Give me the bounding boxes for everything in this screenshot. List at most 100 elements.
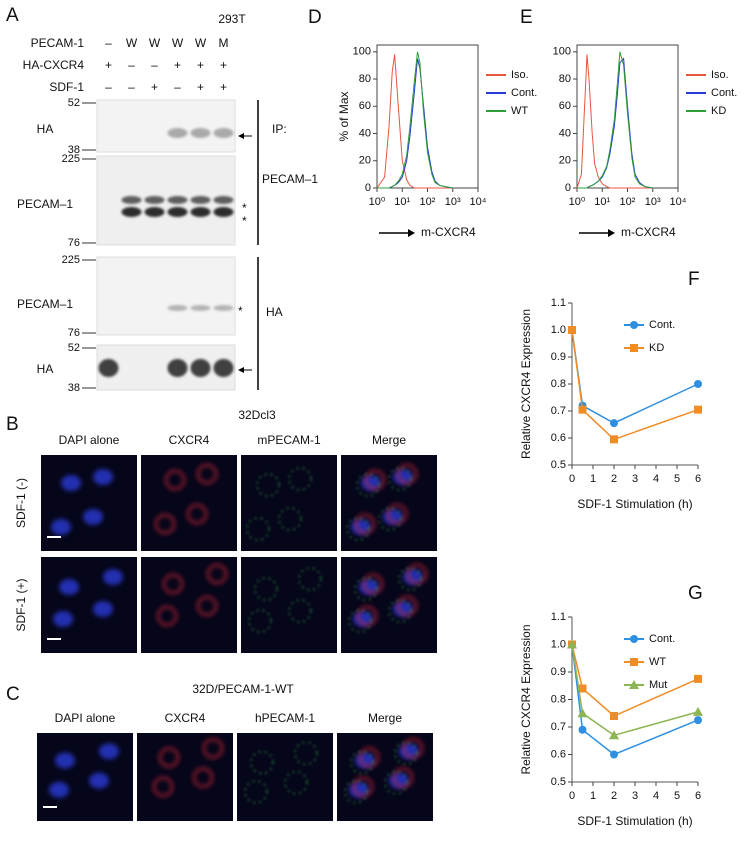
micrograph-bg bbox=[241, 455, 337, 551]
micrograph bbox=[337, 733, 433, 821]
legend-marker bbox=[629, 680, 639, 689]
point bbox=[578, 405, 587, 414]
point bbox=[577, 708, 588, 718]
lane-label: W bbox=[172, 36, 184, 50]
nucleus bbox=[61, 475, 81, 491]
y-tick-label: 0.9 bbox=[551, 666, 566, 678]
series-line bbox=[571, 644, 699, 756]
cxcr4-signal bbox=[392, 767, 414, 789]
panel-label: E bbox=[520, 7, 533, 28]
y-tick-label: 1.1 bbox=[551, 611, 566, 623]
lane-label: + bbox=[197, 58, 204, 72]
pecam-signal bbox=[256, 473, 280, 497]
point bbox=[694, 380, 702, 388]
column-header: CXCR4 bbox=[169, 433, 210, 447]
blot-band bbox=[144, 196, 165, 204]
point bbox=[568, 326, 576, 334]
mw-marker: 225 bbox=[62, 153, 80, 165]
cxcr4-signal bbox=[206, 563, 228, 585]
nucleus bbox=[53, 611, 73, 627]
series-line bbox=[571, 644, 699, 737]
x-tick-label: 4 bbox=[653, 790, 659, 802]
lane-label: + bbox=[220, 58, 227, 72]
column-header: Merge bbox=[372, 433, 406, 447]
y-tick-label: 1.0 bbox=[551, 638, 566, 650]
nucleus bbox=[89, 772, 109, 789]
series-line bbox=[576, 54, 653, 189]
micrograph-bg bbox=[241, 557, 337, 653]
x-tick-label: 1 bbox=[590, 473, 596, 485]
mw-marker: 52 bbox=[68, 342, 80, 354]
pecam-signal bbox=[246, 517, 270, 541]
legend-label: Cont. bbox=[649, 633, 675, 645]
legend-label: WT bbox=[511, 105, 528, 117]
cell-line: 293T bbox=[218, 12, 246, 26]
y-tick-label: 40 bbox=[559, 127, 571, 139]
legend-label: Cont. bbox=[511, 87, 537, 99]
y-tick-label: 100 bbox=[553, 46, 571, 58]
pecam-signal bbox=[378, 507, 402, 531]
x-tick-label: 0 bbox=[569, 790, 575, 802]
blot-image bbox=[96, 155, 236, 246]
legend-marker bbox=[630, 344, 638, 352]
x-axis-label: m-CXCR4 bbox=[621, 225, 676, 239]
x-tick-label: 5 bbox=[674, 473, 680, 485]
cxcr4-signal bbox=[202, 737, 224, 759]
blot-image bbox=[96, 256, 236, 336]
legend-label: WT bbox=[649, 656, 666, 668]
nucleus bbox=[93, 601, 113, 617]
mw-marker: 38 bbox=[68, 382, 80, 394]
cxcr4-signal bbox=[196, 463, 218, 485]
micrograph bbox=[241, 455, 337, 551]
point bbox=[693, 706, 703, 716]
blot-label: PECAM–1 bbox=[17, 297, 73, 311]
y-tick-label: 0.9 bbox=[551, 351, 566, 363]
legend-label: KD bbox=[649, 342, 664, 354]
cxcr4-signal bbox=[164, 469, 186, 491]
y-tick-label: 80 bbox=[359, 73, 371, 85]
panel-title: 32D/PECAM-1-WT bbox=[192, 682, 294, 696]
pecam-signal bbox=[354, 577, 378, 601]
cxcr4-signal bbox=[402, 737, 424, 759]
condition-name: HA-CXCR4 bbox=[23, 58, 85, 72]
legend-label: Mut bbox=[649, 679, 667, 691]
lane-label: W bbox=[126, 36, 138, 50]
condition-name: SDF-1 bbox=[49, 80, 84, 94]
blot-band bbox=[213, 305, 234, 311]
point bbox=[578, 684, 587, 693]
ip-label: IP: bbox=[272, 122, 287, 136]
nucleus bbox=[49, 781, 69, 798]
row-label: SDF-1 (+) bbox=[14, 578, 28, 631]
nucleus bbox=[99, 743, 119, 760]
series-line bbox=[376, 54, 453, 189]
point bbox=[567, 639, 577, 649]
micrograph bbox=[141, 557, 237, 653]
mw-marker: 76 bbox=[68, 237, 80, 249]
legend-marker bbox=[630, 658, 638, 666]
y-axis-label: % of Max bbox=[337, 91, 351, 141]
series-line bbox=[571, 644, 699, 717]
y-tick-label: 20 bbox=[359, 155, 371, 167]
x-tick-label: 10² bbox=[620, 196, 636, 208]
arrow-head bbox=[238, 133, 244, 139]
lane-label: W bbox=[149, 36, 161, 50]
cxcr4-signal bbox=[158, 747, 180, 768]
cxcr4-signal bbox=[396, 463, 418, 485]
micrograph bbox=[137, 733, 233, 821]
series-line bbox=[377, 51, 453, 189]
micrograph-bg bbox=[341, 557, 437, 653]
blot-label: HA bbox=[37, 362, 54, 376]
lane-label: + bbox=[105, 58, 112, 72]
nucleus bbox=[93, 469, 113, 485]
pecam-signal bbox=[356, 473, 380, 497]
blot-band bbox=[121, 196, 142, 204]
y-tick-label: 0.7 bbox=[551, 405, 566, 417]
micrograph bbox=[241, 557, 337, 653]
legend-label: Iso. bbox=[511, 69, 529, 81]
nucleus bbox=[103, 569, 123, 585]
blot-band bbox=[190, 196, 211, 204]
panel-label: B bbox=[6, 414, 19, 435]
panel-title: 32Dcl3 bbox=[238, 408, 276, 422]
blot-image bbox=[96, 344, 236, 391]
x-tick-label: 10⁴ bbox=[470, 196, 487, 208]
